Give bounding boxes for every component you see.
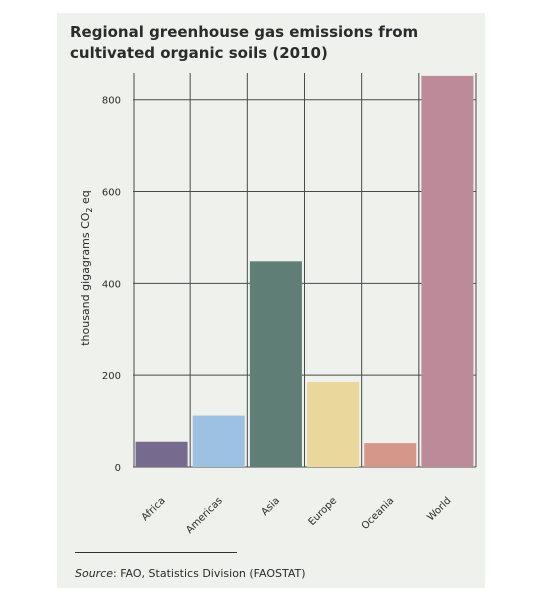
bar-africa — [135, 441, 188, 467]
y-tick-label: 400 — [102, 279, 121, 290]
x-tick-label: Europe — [307, 495, 340, 528]
source-text: : FAO, Statistics Division (FAOSTAT) — [113, 567, 306, 580]
x-tick-label: Americas — [184, 495, 225, 536]
bar-oceania — [364, 443, 417, 467]
x-tick-label: Asia — [259, 495, 282, 518]
y-tick-label: 800 — [102, 96, 121, 107]
source-divider — [75, 552, 237, 553]
y-tick-label: 600 — [102, 188, 121, 199]
x-tick-label: Oceania — [360, 495, 397, 532]
chart-title: Regional greenhouse gas emissions from c… — [70, 23, 419, 62]
y-tick-label: 0 — [115, 463, 121, 474]
bar-americas — [192, 415, 245, 467]
source-label: Source — [75, 567, 114, 580]
grid-lines — [133, 73, 477, 468]
y-axis-ticks: 0 200 400 600 800 — [102, 96, 121, 474]
y-tick-label: 200 — [102, 371, 121, 382]
bar-europe — [307, 382, 360, 467]
bars — [135, 75, 474, 467]
x-axis-ticks: Africa Americas Asia Europe Oceania World — [140, 495, 454, 536]
x-tick-label: Africa — [140, 495, 168, 523]
bar-world — [421, 75, 474, 467]
x-tick-label: World — [425, 495, 453, 523]
source-note: Source: FAO, Statistics Division (FAOSTA… — [75, 567, 306, 580]
bar-asia — [249, 261, 302, 467]
